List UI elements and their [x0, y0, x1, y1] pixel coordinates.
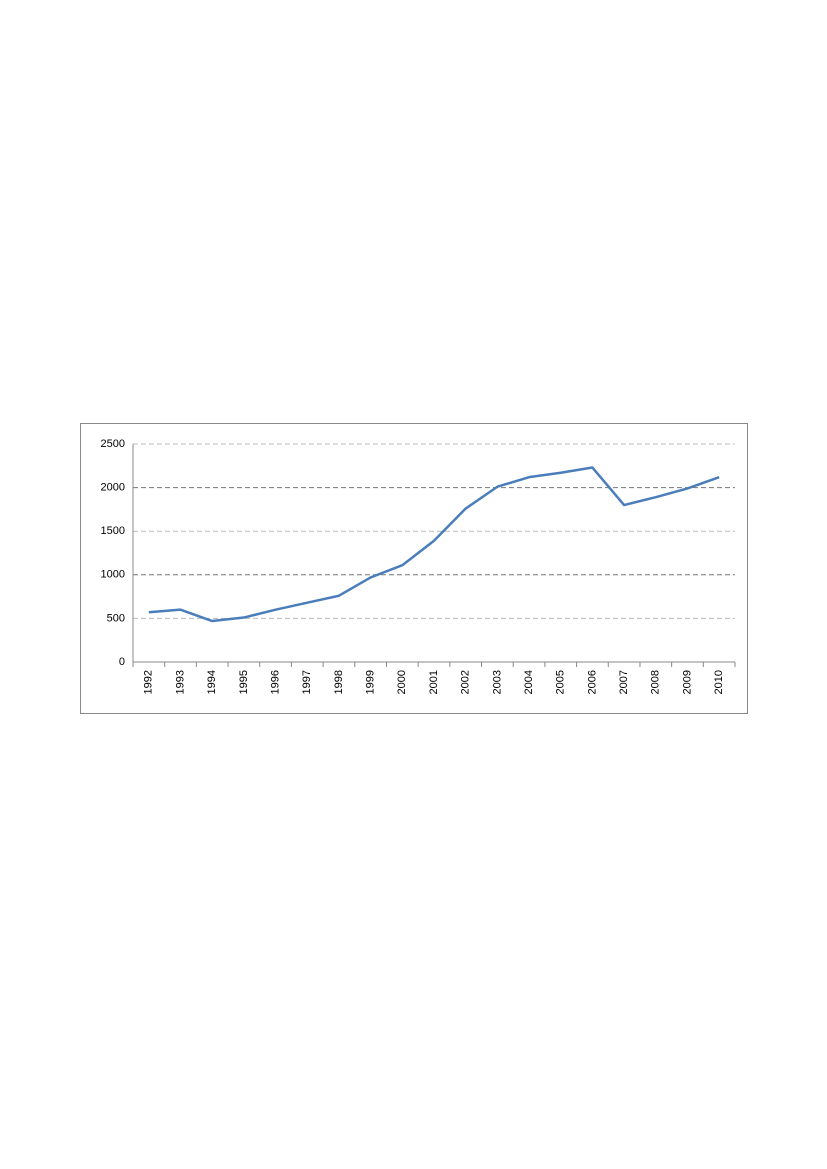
x-tick-label: 2007: [618, 670, 630, 694]
x-tick-label: 2000: [396, 670, 408, 694]
x-tick-label: 2006: [586, 670, 598, 694]
y-tick-label: 1000: [101, 569, 125, 581]
x-tick-label: 1999: [365, 670, 377, 694]
x-tick-label: 2010: [713, 670, 725, 694]
x-tick-label: 2005: [555, 670, 567, 694]
chart-frame: [80, 423, 748, 714]
x-tick-label: 1997: [301, 670, 313, 694]
x-tick-label: 2001: [428, 670, 440, 694]
y-tick-label: 500: [107, 612, 125, 624]
y-tick-label: 2500: [101, 438, 125, 450]
y-tick-label: 2000: [101, 482, 125, 494]
x-tick-label: 1995: [238, 670, 250, 694]
y-tick-label: 0: [119, 656, 125, 668]
x-tick-label: 1998: [333, 670, 345, 694]
x-tick-label: 1992: [143, 670, 155, 694]
x-tick-label: 2009: [681, 670, 693, 694]
x-tick-label: 2003: [491, 670, 503, 694]
x-tick-label: 2004: [523, 670, 535, 694]
x-tick-label: 1994: [206, 670, 218, 694]
x-tick-label: 2002: [460, 670, 472, 694]
x-tick-label: 2008: [650, 670, 662, 694]
data-line: [148, 466, 720, 623]
y-tick-label: 1500: [101, 525, 125, 537]
x-tick-label: 1993: [174, 670, 186, 694]
x-tick-label: 1996: [269, 670, 281, 694]
